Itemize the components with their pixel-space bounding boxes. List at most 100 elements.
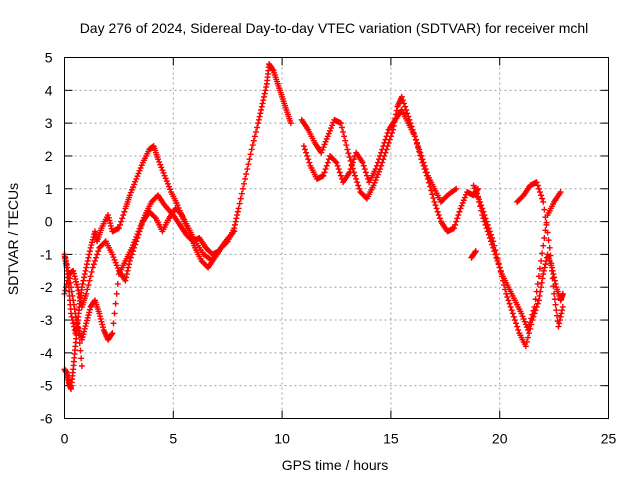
data-point-marker — [538, 257, 545, 264]
data-point-marker — [535, 185, 542, 192]
data-point-marker — [86, 248, 93, 255]
chart-title: Day 276 of 2024, Sidereal Day-to-day VTE… — [80, 20, 589, 36]
data-point-marker — [237, 195, 244, 202]
data-point-marker — [126, 192, 133, 199]
data-series — [61, 205, 216, 310]
data-point-marker — [136, 167, 143, 174]
data-point-marker — [160, 169, 167, 176]
data-point-marker — [328, 125, 335, 132]
data-point-marker — [111, 310, 118, 317]
data-point-marker — [86, 277, 93, 284]
data-point-marker — [539, 195, 546, 202]
data-point-marker — [252, 128, 259, 135]
data-point-marker — [361, 166, 368, 173]
data-point-marker — [558, 310, 565, 317]
data-point-marker — [342, 137, 349, 144]
data-point-marker — [536, 292, 543, 299]
data-point-marker — [535, 297, 542, 304]
data-point-marker — [431, 198, 438, 205]
data-point-marker — [85, 312, 92, 319]
data-point-marker — [105, 212, 112, 219]
data-point-marker — [209, 257, 216, 264]
data-point-marker — [551, 290, 558, 297]
data-point-marker — [71, 273, 78, 280]
data-point-marker — [332, 158, 339, 165]
y-tick-label: 0 — [45, 214, 53, 230]
data-point-marker — [503, 290, 510, 297]
data-point-marker — [398, 93, 405, 100]
data-point-marker — [550, 271, 557, 278]
data-point-marker — [453, 185, 460, 192]
data-point-marker — [68, 310, 75, 317]
data-point-marker — [435, 212, 442, 219]
data-point-marker — [263, 84, 270, 91]
data-point-marker — [372, 177, 379, 184]
data-point-marker — [87, 273, 94, 280]
data-point-marker — [86, 306, 93, 313]
data-point-marker — [247, 151, 254, 158]
data-point-marker — [523, 338, 530, 345]
data-point-marker — [543, 221, 550, 228]
data-point-marker — [78, 336, 85, 343]
data-point-marker — [236, 200, 243, 207]
data-point-marker — [249, 142, 256, 149]
data-point-marker — [128, 186, 135, 193]
x-axis-label: GPS time / hours — [282, 457, 389, 473]
data-point-marker — [476, 198, 483, 205]
data-point-marker — [553, 307, 560, 314]
data-point-marker — [256, 113, 263, 120]
y-tick-label: -2 — [40, 279, 53, 295]
data-point-marker — [336, 169, 343, 176]
data-point-marker — [255, 116, 262, 123]
data-point-marker — [88, 242, 95, 249]
data-point-marker — [130, 184, 137, 191]
data-point-marker — [540, 198, 547, 205]
data-point-marker — [559, 290, 566, 297]
data-point-marker — [338, 124, 345, 131]
data-series — [300, 107, 460, 205]
data-point-marker — [548, 260, 555, 267]
data-point-marker — [243, 171, 250, 178]
data-point-marker — [382, 136, 389, 143]
data-point-marker — [81, 328, 88, 335]
data-point-marker — [542, 261, 549, 268]
data-point-marker — [329, 122, 336, 129]
data-point-marker — [326, 127, 333, 134]
data-point-marker — [533, 288, 540, 295]
data-point-marker — [138, 162, 145, 169]
data-point-marker — [70, 320, 77, 327]
data-point-marker — [68, 313, 75, 320]
data-point-marker — [433, 205, 440, 212]
data-point-marker — [508, 307, 515, 314]
data-point-marker — [504, 294, 511, 301]
data-point-marker — [412, 136, 419, 143]
data-point-marker — [126, 257, 133, 264]
data-point-marker — [494, 257, 501, 264]
data-point-marker — [343, 142, 350, 149]
data-point-marker — [112, 300, 119, 307]
data-point-marker — [520, 315, 527, 322]
grid — [64, 57, 609, 419]
data-point-marker — [99, 321, 106, 328]
data-point-marker — [245, 161, 252, 168]
data-point-marker — [323, 162, 330, 169]
data-point-marker — [303, 149, 310, 156]
data-point-marker — [116, 221, 123, 228]
data-point-marker — [81, 274, 88, 281]
data-point-marker — [393, 107, 400, 114]
data-point-marker — [524, 334, 531, 341]
data-point-marker — [539, 250, 546, 257]
data-point-marker — [345, 150, 352, 157]
data-point-marker — [552, 301, 559, 308]
data-point-marker — [538, 192, 545, 199]
data-point-marker — [522, 343, 529, 350]
data-point-marker — [320, 144, 327, 151]
data-point-marker — [123, 271, 130, 278]
data-point-marker — [429, 191, 436, 198]
data-point-marker — [269, 66, 276, 73]
data-point-marker — [495, 261, 502, 268]
data-point-marker — [258, 103, 265, 110]
data-point-marker — [156, 158, 163, 165]
data-point-marker — [174, 202, 181, 209]
